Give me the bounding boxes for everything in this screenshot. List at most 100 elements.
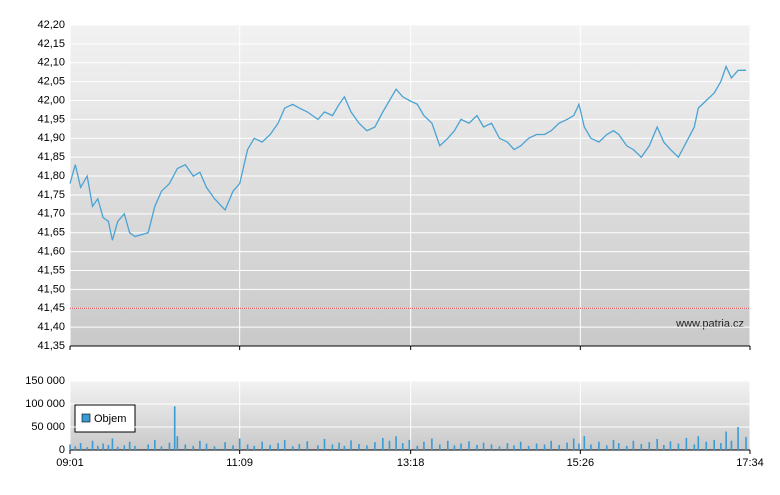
volume-bar [128,441,131,450]
volume-bar [366,445,368,450]
legend-swatch [81,413,91,423]
volume-bar [74,446,77,450]
y-tick-label: 41,75 [37,189,65,201]
volume-bar [323,438,326,450]
volume-bar [468,441,470,450]
volume-bar [306,441,309,450]
volume-bar [176,436,179,450]
volume-bar [693,444,696,450]
volume-bar [446,440,449,450]
watermark: www.patria.cz [675,318,744,330]
volume-bar [134,445,136,450]
volume-bar [283,439,286,450]
y-tick-label: 42,20 [37,19,65,31]
volume-bar [697,436,700,450]
volume-bar [213,446,216,450]
volume-bar [598,441,600,450]
y-tick-label: 41,55 [37,264,65,276]
volume-bar [737,427,739,450]
volume-bar [498,446,501,450]
volume-bar [277,443,279,450]
volume-bar [238,438,241,450]
x-tick-label: 13:18 [397,457,425,469]
y-tick-label: 41,40 [37,321,65,333]
volume-bar [632,440,635,450]
volume-bar [490,444,493,450]
volume-bar [590,444,592,450]
y-tick-label: 41,70 [37,208,65,220]
volume-bar [677,443,680,450]
y-tick-label: 100 000 [25,398,65,410]
y-tick-label: 41,45 [37,302,65,314]
volume-bar [154,439,156,450]
volume-bar [725,431,727,450]
volume-bar [350,440,352,450]
volume-bar [558,444,560,450]
volume-bar [669,441,672,450]
volume-bar [543,444,546,450]
volume-bar [91,440,94,450]
volume-bar [713,439,716,450]
volume-bar [606,445,608,450]
volume-bar [720,443,722,450]
volume-bar [730,440,733,450]
volume-bar [374,442,376,450]
volume-bar [343,445,346,450]
y-tick-label: 41,95 [37,113,65,125]
volume-bar [625,445,628,450]
volume-bar [123,445,126,450]
volume-bar [612,439,615,450]
volume-bar [566,442,568,450]
volume-bar [86,447,89,450]
y-tick-label: 42,15 [37,38,65,50]
volume-bar [482,442,485,450]
volume-bar [160,446,163,450]
x-tick-label: 15:26 [567,457,595,469]
price-plot-area [70,25,750,346]
volume-bar [291,446,294,450]
volume-bar [648,442,651,450]
volume-bar [656,438,659,450]
volume-bar [535,443,538,450]
volume-bar [527,445,530,450]
volume-bar [460,443,462,450]
volume-bar [253,445,256,450]
y-tick-label: 42,00 [37,94,65,106]
volume-bar [705,441,708,450]
volume-bar [506,443,509,450]
volume-bar [317,445,319,450]
volume-bar [69,444,71,450]
volume-bar [578,443,580,450]
volume-bar [408,439,411,450]
volume-bar [513,445,515,450]
volume-bar [388,440,391,450]
y-tick-label: 41,35 [37,340,65,352]
y-tick-label: 41,90 [37,132,65,144]
volume-bar [550,440,552,450]
volume-bar [147,444,150,450]
price-line [69,64,746,241]
volume-bar [358,444,360,450]
y-tick-label: 41,80 [37,170,65,182]
y-tick-label: 41,50 [37,283,65,295]
volume-bar [439,444,441,450]
volume-bar [246,444,249,450]
volume-bar [107,444,110,450]
volume-bar [423,441,425,450]
volume-bar [382,438,384,450]
volume-bar [79,443,82,450]
volume-plot-area [70,381,750,450]
volume-bar [224,442,226,450]
y-tick-label: 41,65 [37,227,65,239]
volume-bar [298,444,301,450]
y-tick-label: 41,85 [37,151,65,163]
volume-bar [745,437,747,450]
volume-bar [519,441,522,450]
volume-bar [338,442,340,450]
y-tick-label: 42,10 [37,57,65,69]
volume-bar [269,444,271,450]
volume-bar [111,438,114,450]
volume-bar [102,443,104,450]
volume-bar [453,445,456,450]
volume-bar [184,444,187,450]
